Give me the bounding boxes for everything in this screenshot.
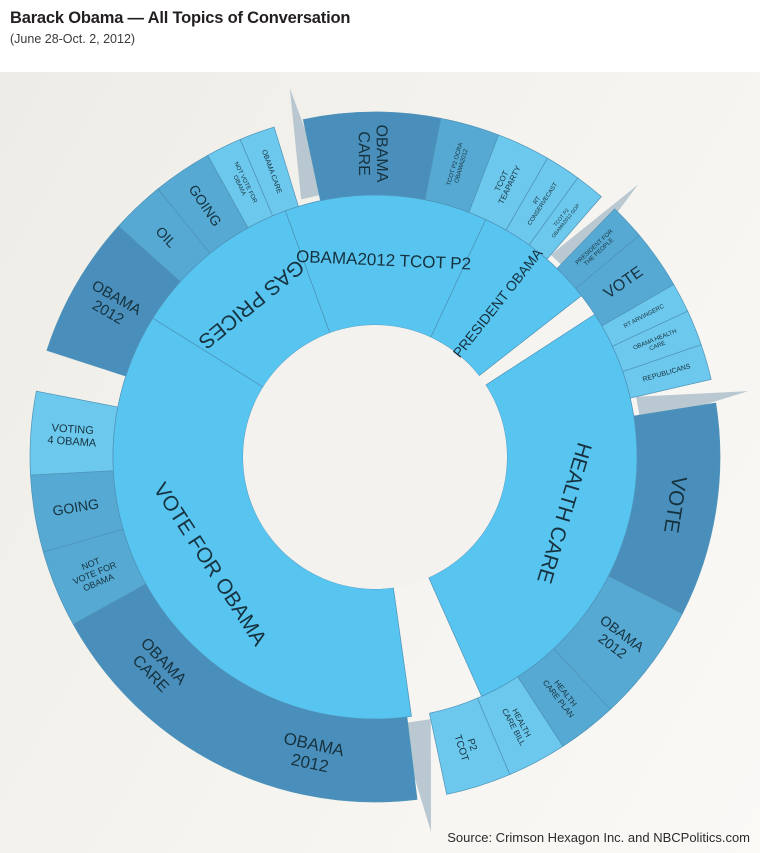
outer-ring-segment[interactable] <box>29 390 119 476</box>
page-title: Barack Obama — All Topics of Conversatio… <box>10 9 351 27</box>
chart-header: Barack Obama — All Topics of Conversatio… <box>0 0 760 72</box>
page-subtitle: (June 28-Oct. 2, 2012) <box>10 32 136 46</box>
donut-center-hole <box>243 325 507 589</box>
outer-ring-segment[interactable] <box>429 697 511 795</box>
inner-ring-layer <box>112 194 638 720</box>
outer-ring-segment[interactable] <box>302 111 442 202</box>
outer-ring-layer <box>29 111 721 803</box>
source-attribution: Source: Crimson Hexagon Inc. and NBCPoli… <box>447 830 750 845</box>
sunburst-chart-container: VOTE FOR OBAMA GAS PRICES OBAMA2012 TCOT P… <box>0 72 760 853</box>
